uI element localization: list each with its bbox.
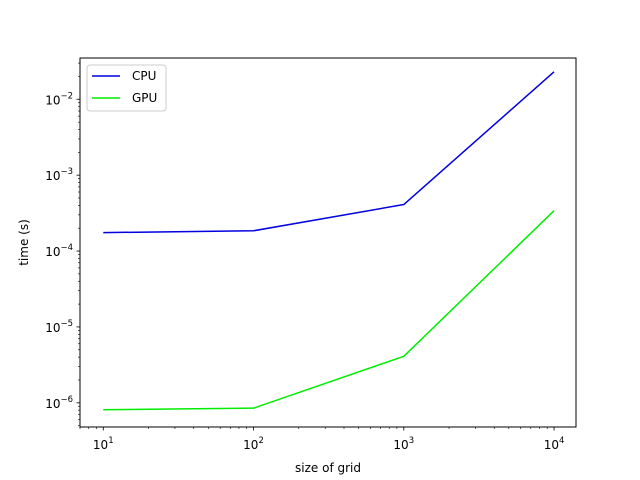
- series-line-gpu: [103, 210, 555, 411]
- y-tick-label: 10−5: [45, 319, 73, 335]
- plot-frame: [79, 57, 577, 428]
- major-ticks: 101 102 103 104 10−6 10−5 10−4 10−3 10−2: [45, 91, 564, 452]
- x-tick-label: 101: [93, 436, 114, 452]
- y-tick-label: 10−6: [45, 395, 73, 411]
- x-tick-label: 104: [544, 436, 565, 452]
- x-axis-label: size of grid: [295, 461, 361, 475]
- y-tick-label: 10−3: [45, 167, 73, 183]
- legend-label-gpu: GPU: [132, 91, 157, 105]
- x-tick-label: 103: [393, 436, 414, 452]
- y-tick-label: 10−4: [45, 243, 73, 259]
- plot-background: [80, 58, 576, 427]
- x-tick-label: 102: [243, 436, 264, 452]
- legend: CPU GPU: [86, 64, 167, 112]
- legend-label-cpu: CPU: [132, 69, 156, 83]
- series-line-cpu: [103, 71, 555, 234]
- y-tick-label: 10−2: [45, 91, 73, 107]
- series-layer: [103, 71, 555, 411]
- y-axis-label: time (s): [17, 219, 31, 266]
